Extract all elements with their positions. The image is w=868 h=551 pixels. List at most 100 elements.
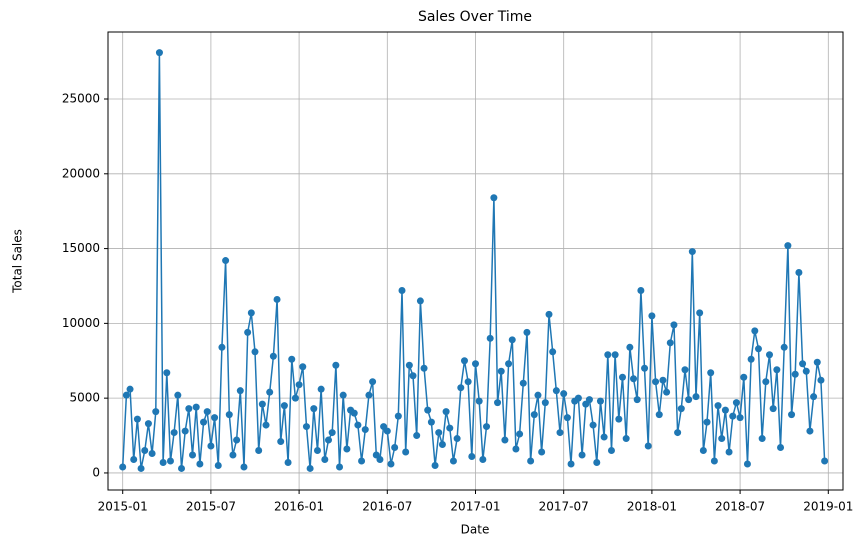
data-point — [505, 360, 513, 368]
data-point — [806, 427, 814, 435]
x-tick-label: 2015-07 — [186, 500, 236, 514]
data-point — [666, 339, 674, 347]
y-tick-label: 15000 — [62, 241, 100, 255]
data-point — [255, 447, 263, 455]
data-point — [189, 451, 197, 459]
data-point — [589, 421, 597, 429]
data-point — [339, 391, 347, 399]
data-point — [438, 441, 446, 449]
data-point — [497, 367, 505, 375]
data-point — [321, 455, 329, 463]
data-point — [795, 269, 803, 277]
x-tick-label: 2019-01 — [803, 500, 853, 514]
data-point — [563, 414, 571, 422]
data-point — [648, 312, 656, 320]
data-point — [766, 351, 773, 359]
data-point — [402, 448, 410, 456]
chart-title: Sales Over Time — [418, 9, 532, 25]
data-point — [420, 364, 428, 372]
data-point — [740, 373, 748, 381]
data-point — [258, 400, 266, 408]
data-point — [541, 399, 549, 407]
data-point — [685, 396, 693, 404]
data-point — [813, 358, 821, 366]
x-tick-label: 2015-01 — [98, 500, 148, 514]
data-point — [222, 257, 230, 265]
data-point — [754, 345, 762, 353]
data-point — [178, 464, 185, 472]
data-point — [743, 460, 751, 468]
x-axis-label: Date — [461, 523, 490, 537]
data-point — [405, 361, 413, 369]
data-point — [626, 343, 634, 351]
data-point — [343, 445, 351, 453]
data-point — [236, 387, 244, 395]
data-point — [122, 391, 130, 399]
data-point — [710, 457, 718, 465]
data-point — [769, 405, 777, 413]
data-point — [622, 435, 630, 443]
data-point — [600, 433, 608, 441]
data-point — [718, 435, 726, 443]
y-tick-label: 20000 — [62, 166, 100, 180]
data-point — [567, 460, 575, 468]
data-point — [788, 411, 796, 419]
data-point — [641, 364, 649, 372]
data-point — [615, 415, 623, 423]
data-point — [200, 418, 208, 426]
y-tick-label: 5000 — [69, 391, 100, 405]
data-point — [523, 328, 531, 336]
data-point — [369, 378, 377, 386]
data-point — [358, 457, 366, 465]
data-point — [240, 463, 248, 471]
data-point — [604, 351, 612, 359]
data-point — [446, 424, 454, 432]
data-point — [383, 427, 391, 435]
data-point — [633, 396, 641, 404]
data-point — [336, 463, 344, 471]
data-point — [288, 355, 296, 363]
data-point — [413, 432, 421, 440]
data-point — [427, 418, 435, 426]
data-point — [152, 408, 160, 416]
data-point — [472, 360, 479, 368]
data-point — [802, 367, 810, 375]
data-point — [703, 418, 711, 426]
data-point — [214, 461, 222, 469]
data-point — [674, 429, 682, 437]
data-point — [490, 194, 498, 202]
data-point — [747, 355, 755, 363]
data-line — [121, 52, 826, 469]
data-point — [821, 457, 829, 465]
data-point — [619, 373, 626, 381]
data-point — [354, 421, 362, 429]
data-point — [185, 405, 193, 413]
y-tick-label: 25000 — [62, 92, 100, 106]
data-point — [758, 435, 766, 443]
data-point — [751, 327, 759, 335]
data-point — [174, 391, 182, 399]
data-point — [799, 360, 807, 368]
data-point — [508, 336, 516, 344]
data-point — [516, 430, 524, 438]
data-point — [725, 448, 733, 456]
data-point — [538, 448, 546, 456]
x-tick-label: 2018-01 — [627, 500, 677, 514]
data-point — [218, 343, 226, 351]
data-point — [696, 309, 704, 317]
data-point — [681, 366, 689, 374]
data-point — [225, 411, 233, 419]
data-point — [328, 429, 336, 437]
data-point — [130, 455, 138, 463]
data-point — [780, 343, 788, 351]
data-point — [699, 447, 707, 455]
data-point — [196, 460, 204, 468]
data-point — [376, 455, 384, 463]
x-tick-label: 2016-01 — [274, 500, 324, 514]
data-point — [266, 388, 274, 396]
data-point — [155, 49, 163, 57]
data-point — [317, 385, 325, 393]
data-point — [677, 405, 685, 413]
data-point — [479, 455, 487, 463]
data-point — [732, 399, 740, 407]
